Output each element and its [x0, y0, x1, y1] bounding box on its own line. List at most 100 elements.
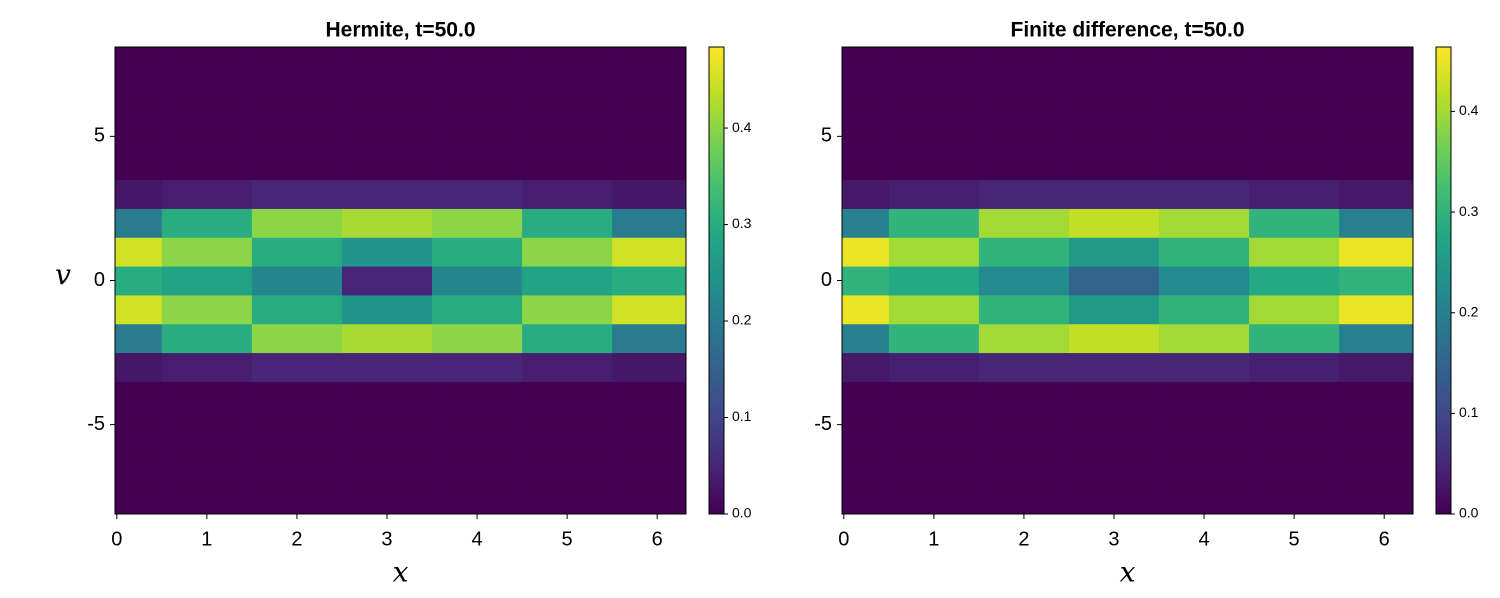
heatmap-cell	[888, 121, 980, 152]
heatmap-cell	[1068, 237, 1160, 267]
heatmap-cell	[888, 150, 980, 181]
heatmap-cell	[161, 352, 253, 382]
heatmap-cell	[1339, 64, 1414, 94]
heatmap-cell	[522, 121, 613, 152]
heatmap-cell	[341, 323, 433, 354]
heatmap-cell	[1249, 323, 1340, 354]
heatmap-cell	[978, 150, 1070, 181]
heatmap-cell	[432, 381, 523, 411]
heatmap-cell	[161, 150, 253, 181]
heatmap-cell	[1159, 266, 1250, 296]
heatmap-cell	[1339, 237, 1414, 267]
heatmap-cell	[612, 64, 687, 94]
heatmap-cell	[1249, 64, 1340, 94]
heatmap-cell	[1068, 64, 1160, 94]
heatmap-cell	[1159, 237, 1250, 267]
heatmap-cell	[978, 381, 1070, 411]
chart-title: Finite difference, t=50.0	[1011, 19, 1245, 42]
x-tick-label: 6	[652, 528, 663, 550]
heatmap-cell	[341, 121, 433, 152]
x-axis-label: x	[1120, 556, 1136, 589]
heatmap-cell	[251, 467, 343, 498]
heatmap-cell	[1249, 266, 1340, 296]
heatmap-cell	[522, 294, 613, 325]
heatmap-cell	[161, 266, 253, 296]
y-tick-label: 0	[94, 269, 105, 291]
heatmap-cell	[1159, 47, 1250, 65]
heatmap-cell	[612, 352, 687, 382]
heatmap-cell	[1249, 439, 1340, 469]
heatmap-cell	[341, 47, 433, 65]
heatmap-cell	[432, 208, 523, 238]
heatmap-cell	[1068, 121, 1160, 152]
heatmap-cell	[1339, 266, 1414, 296]
heatmap-cell	[612, 496, 687, 515]
heatmap-cell	[612, 439, 687, 469]
heatmap-cell	[115, 294, 163, 325]
heatmap-cell	[612, 150, 687, 181]
heatmap-cell	[1159, 496, 1250, 515]
heatmap-cell	[1339, 47, 1414, 65]
colorbar	[1435, 46, 1452, 515]
heatmap-cell	[161, 323, 253, 354]
heatmap-cell	[1339, 410, 1414, 440]
heatmap-cell	[1068, 150, 1160, 181]
x-tick-label: 4	[1198, 528, 1209, 550]
heatmap-cell	[1159, 150, 1250, 181]
heatmap-cell	[1068, 266, 1160, 296]
heatmap-cell	[1068, 352, 1160, 382]
heatmap-cell	[1339, 496, 1414, 515]
colorbar-tick-label: 0.1	[1459, 404, 1479, 420]
heatmap-cell	[432, 410, 523, 440]
y-tick-label: 5	[821, 125, 832, 147]
x-tick-label: 3	[1108, 528, 1119, 550]
y-tick-label: -5	[814, 413, 832, 435]
heatmap-cell	[115, 467, 163, 498]
heatmap-cell	[1339, 179, 1414, 209]
heatmap-cell	[251, 294, 343, 325]
heatmap-cell	[251, 93, 343, 123]
heatmap-cell	[612, 294, 687, 325]
colorbar-tick-label: 0.4	[732, 119, 752, 135]
heatmap-cell	[1159, 179, 1250, 209]
heatmap-cell	[432, 323, 523, 354]
heatmap-cell	[1339, 208, 1414, 238]
heatmap-cell	[1159, 294, 1250, 325]
heatmap-cell	[612, 179, 687, 209]
heatmap-cell	[888, 439, 980, 469]
heatmap-cell	[341, 237, 433, 267]
heatmap-cell	[1159, 121, 1250, 152]
heatmap-cell	[432, 294, 523, 325]
heatmap-cell	[115, 323, 163, 354]
x-tick-label: 5	[562, 528, 573, 550]
heatmap-cell	[522, 439, 613, 469]
x-tick-label: 0	[111, 528, 122, 550]
heatmap-cell	[251, 352, 343, 382]
y-tick-label: 0	[821, 269, 832, 291]
heatmap-cell	[978, 64, 1070, 94]
heatmap-cell	[612, 323, 687, 354]
y-axis-label: v	[55, 258, 71, 291]
heatmap-cell	[341, 179, 433, 209]
x-tick-label: 3	[381, 528, 392, 550]
heatmap-cell	[842, 266, 890, 296]
heatmap-cell	[978, 410, 1070, 440]
heatmap-cell	[115, 47, 163, 65]
heatmap-cell	[115, 179, 163, 209]
heatmap-cell	[1249, 47, 1340, 65]
heatmap-cell	[522, 47, 613, 65]
heatmap-cell	[612, 266, 687, 296]
heatmap-cell	[115, 150, 163, 181]
heatmap-cell	[1249, 294, 1340, 325]
heatmap-cell	[251, 237, 343, 267]
colorbar-tick-label: 0.0	[1459, 505, 1479, 521]
heatmap-cell	[522, 179, 613, 209]
heatmap-cell	[978, 294, 1070, 325]
colorbar-tick-label: 0.1	[732, 408, 752, 424]
heatmap-cell	[842, 381, 890, 411]
heatmap-cell	[432, 439, 523, 469]
heatmap-cell	[432, 121, 523, 152]
heatmap-cell	[612, 93, 687, 123]
heatmap-cell	[1249, 496, 1340, 515]
x-tick-label: 1	[201, 528, 212, 550]
